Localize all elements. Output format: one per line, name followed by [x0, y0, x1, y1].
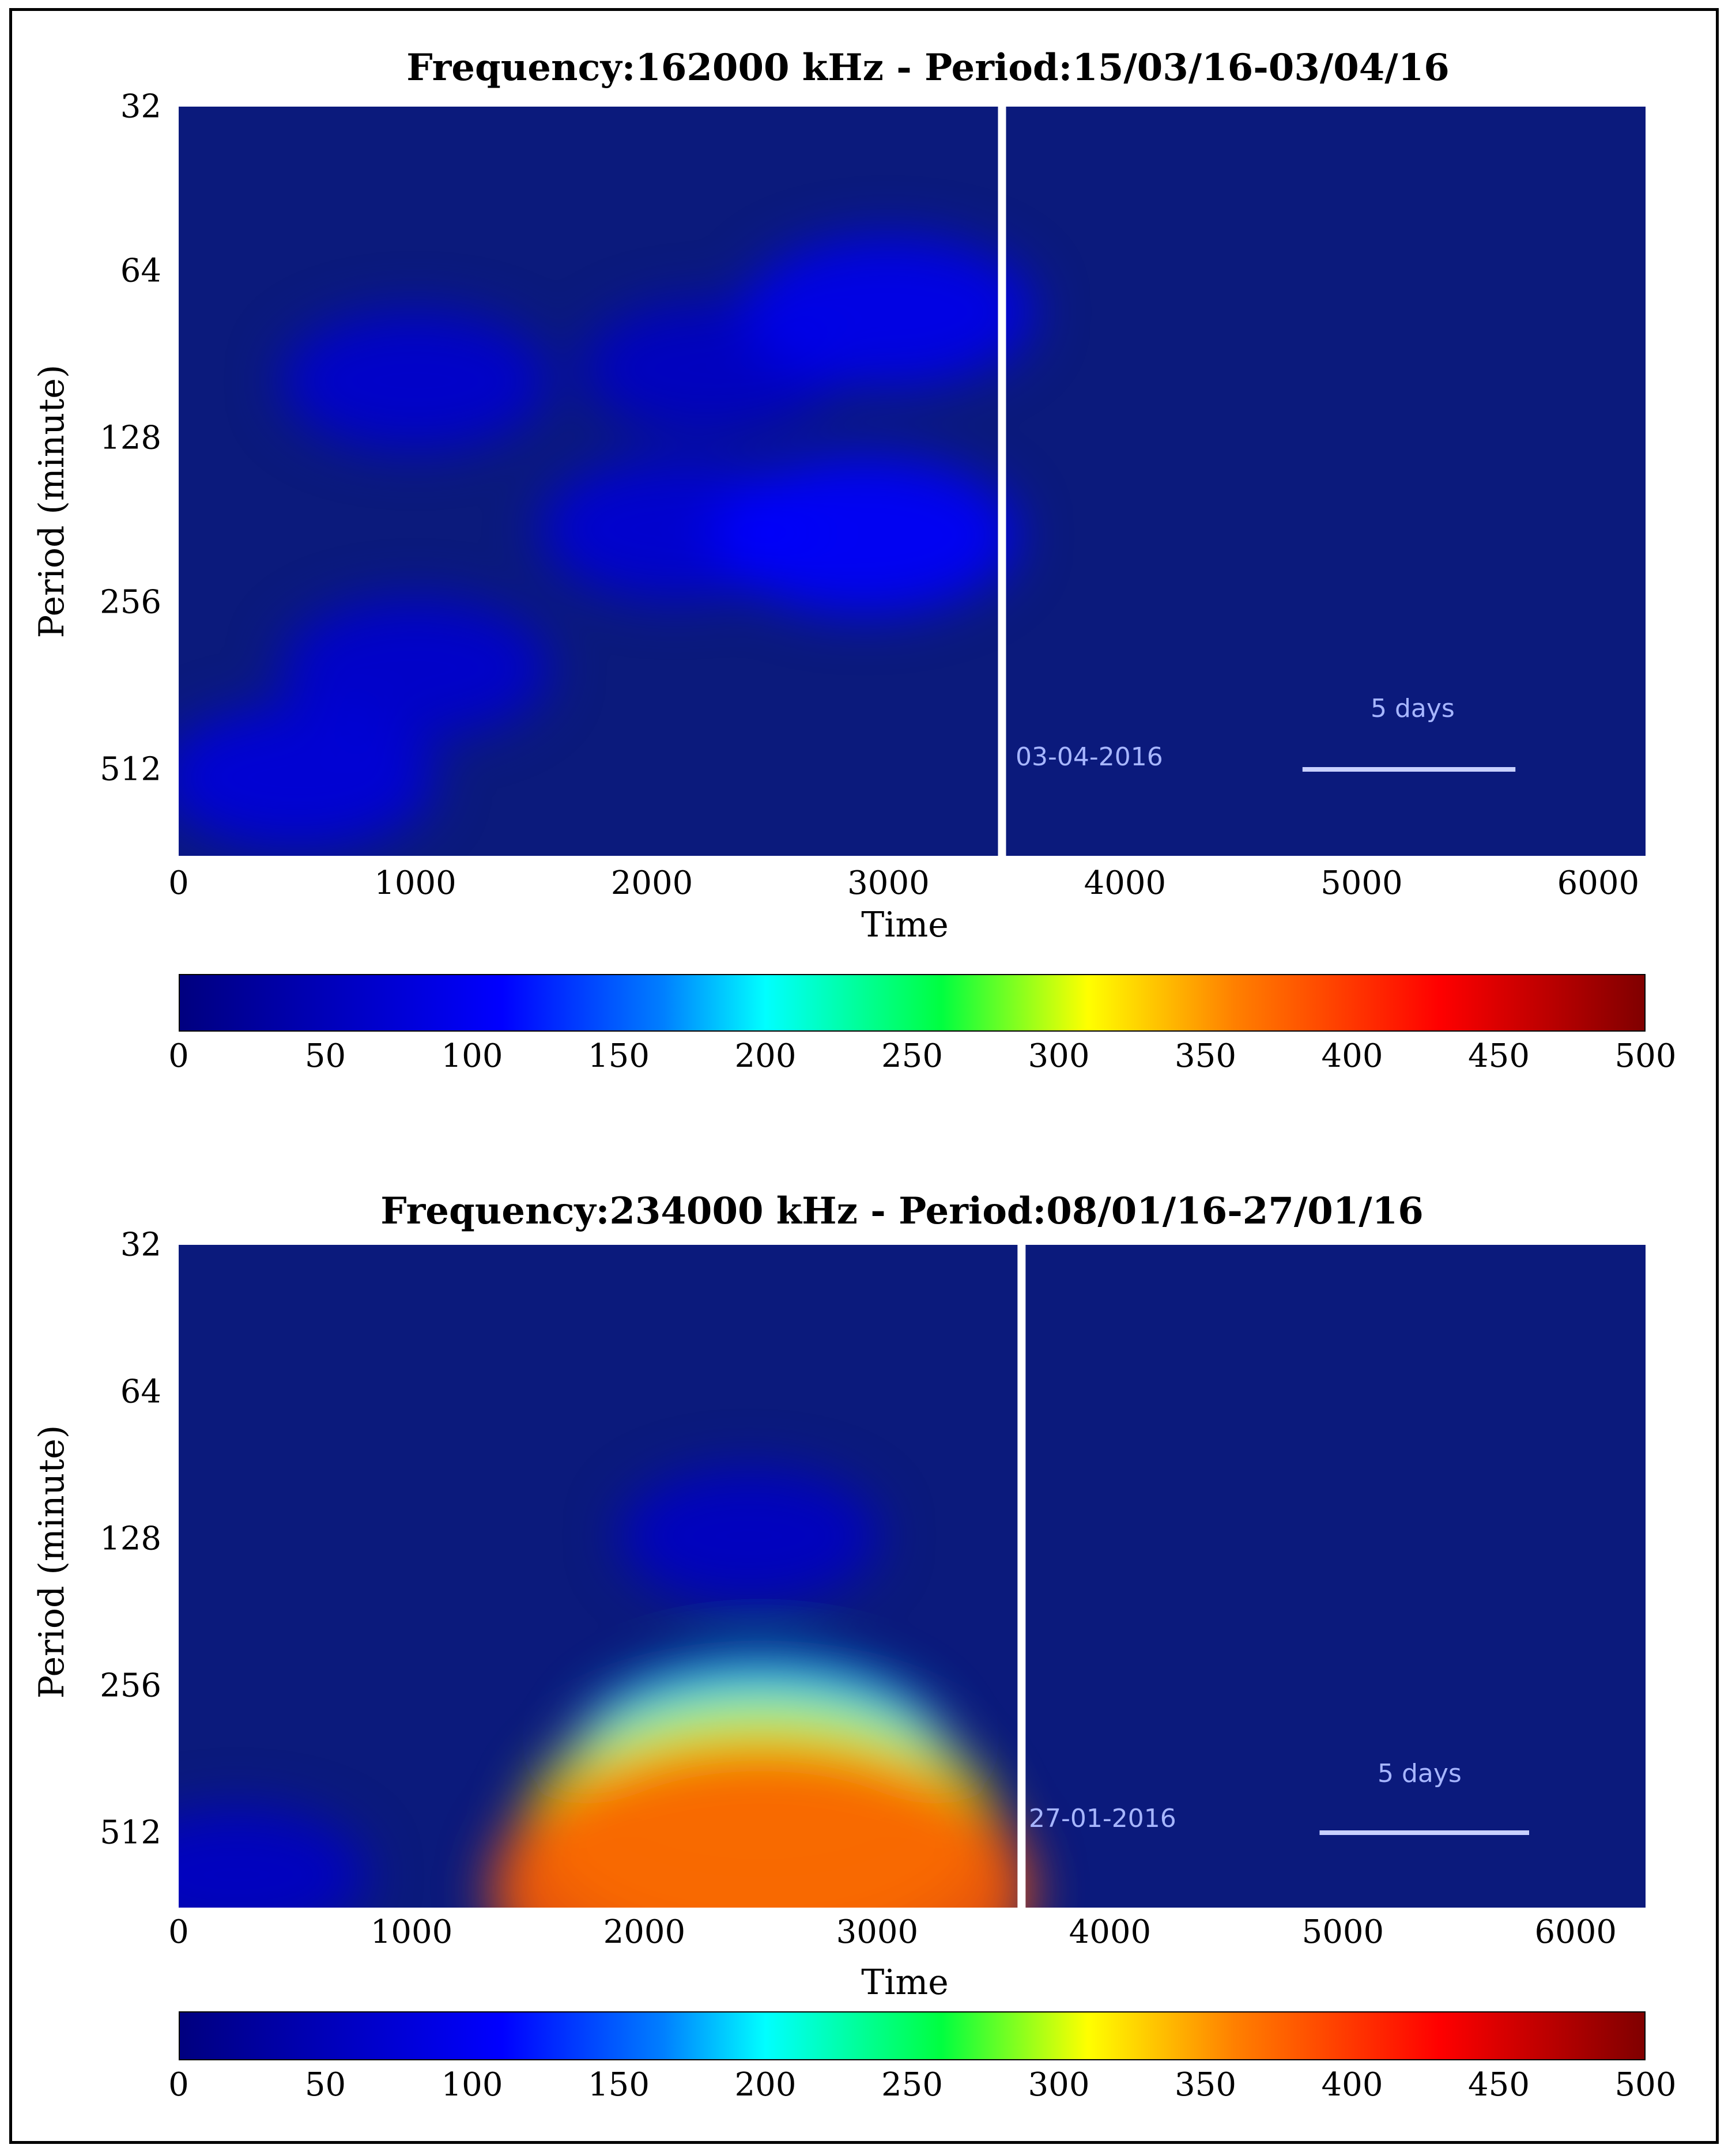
y-tick-label: 128 — [100, 1520, 161, 1558]
x-tick-label: 3000 — [836, 1913, 919, 1951]
x-tick-label: 5000 — [1320, 864, 1403, 902]
colorbar-tick-label: 350 — [1175, 1037, 1236, 1075]
y-tick-label: 32 — [120, 1226, 161, 1264]
colorbar-tick-label: 150 — [588, 2066, 650, 2104]
heatmap-blob — [490, 1742, 1031, 1908]
heatmap-blob — [712, 455, 1017, 616]
colorbar-tick-label: 250 — [881, 2066, 943, 2104]
colorbar-tick-label: 250 — [881, 1037, 943, 1075]
x-tick-label: 2000 — [603, 1913, 686, 1951]
x-tick-label: 6000 — [1557, 864, 1640, 902]
colorbar-tick-label: 350 — [1175, 2066, 1236, 2104]
marker-label-2: 27-01-2016 — [1029, 1804, 1176, 1833]
x-axis-label-1: Time — [861, 905, 949, 945]
colorbar-tick-label: 300 — [1028, 1037, 1090, 1075]
heatmap-plot-1 — [179, 107, 1646, 856]
x-tick-label: 6000 — [1534, 1913, 1617, 1951]
figure-frame — [9, 8, 1719, 2144]
colorbar-tick-label: 0 — [168, 1037, 189, 1075]
colorbar-tick-label: 50 — [304, 1037, 346, 1075]
y-tick-label: 512 — [100, 1814, 161, 1852]
y-tick-label: 64 — [120, 252, 161, 290]
x-tick-label: 4000 — [1069, 1913, 1152, 1951]
chart-title-2: Frequency:234000 kHz - Period:08/01/16-2… — [380, 1190, 1424, 1233]
x-axis-label-2: Time — [861, 1962, 949, 2003]
marker-label-1: 03-04-2016 — [1016, 742, 1163, 772]
colorbar-tick-label: 450 — [1468, 2066, 1530, 2104]
heatmap-blob — [619, 1468, 880, 1603]
colorbar-tick-label: 100 — [441, 1037, 503, 1075]
y-axis-label-2: Period (minute) — [32, 1425, 72, 1699]
chart-title-1: Frequency:162000 kHz - Period:15/03/16-0… — [406, 46, 1450, 89]
x-tick-label: 2000 — [610, 864, 693, 902]
x-tick-label: 1000 — [370, 1913, 453, 1951]
colorbar-2 — [179, 2011, 1646, 2060]
x-tick-label: 5000 — [1301, 1913, 1384, 1951]
x-tick-label: 0 — [168, 864, 189, 902]
heatmap-svg-2 — [179, 1245, 1646, 1908]
heatmap-blob — [281, 311, 550, 451]
x-tick-label: 3000 — [847, 864, 930, 902]
y-tick-label: 64 — [120, 1373, 161, 1411]
colorbar-tick-label: 300 — [1028, 2066, 1090, 2104]
heatmap-svg-1 — [179, 107, 1646, 856]
colorbar-tick-label: 500 — [1614, 1037, 1677, 1075]
colorbar-tick-label: 50 — [304, 2066, 346, 2104]
y-tick-label: 256 — [100, 583, 161, 621]
heatmap-blob — [743, 235, 1034, 388]
colorbar-1 — [179, 974, 1646, 1032]
colorbar-tick-label: 500 — [1614, 2066, 1677, 2104]
x-tick-label: 0 — [168, 1913, 189, 1951]
colorbar-tick-label: 200 — [734, 2066, 797, 2104]
heatmap-blob — [281, 598, 550, 738]
colorbar-tick-label: 400 — [1321, 1037, 1383, 1075]
x-tick-label: 1000 — [374, 864, 456, 902]
colorbar-tick-label: 200 — [734, 1037, 797, 1075]
heatmap-blob — [179, 705, 436, 850]
colorbar-tick-label: 450 — [1468, 1037, 1530, 1075]
y-tick-label: 512 — [100, 750, 161, 788]
y-tick-label: 32 — [120, 88, 161, 126]
heatmap-blob — [179, 1807, 367, 1908]
y-axis-label-1: Period (minute) — [32, 364, 72, 639]
colorbar-tick-label: 400 — [1321, 2066, 1383, 2104]
colorbar-tick-label: 150 — [588, 1037, 650, 1075]
scale-bar-label-2: 5 days — [1378, 1759, 1462, 1788]
colorbar-tick-label: 0 — [168, 2066, 189, 2104]
colorbar-tick-label: 100 — [441, 2066, 503, 2104]
heatmap-plot-2 — [179, 1245, 1646, 1908]
scale-bar-label-1: 5 days — [1371, 694, 1455, 723]
y-tick-label: 256 — [100, 1667, 161, 1705]
y-tick-label: 128 — [100, 419, 161, 457]
x-tick-label: 4000 — [1084, 864, 1167, 902]
